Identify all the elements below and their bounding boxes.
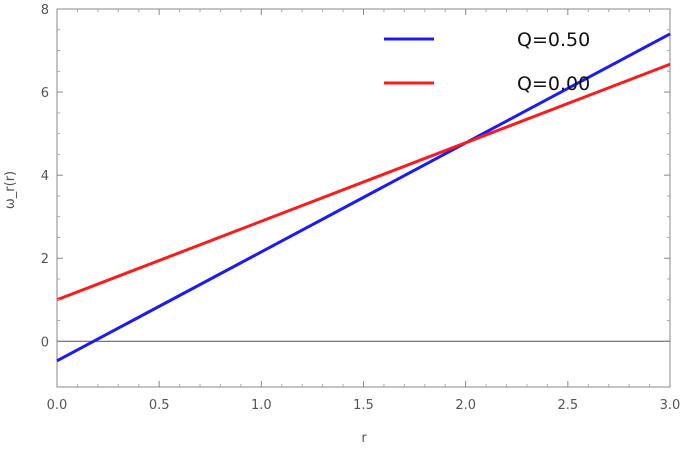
y-tick-label: 6 <box>41 86 49 101</box>
series-line-1 <box>56 32 671 363</box>
x-tick-label: 1.0 <box>251 398 272 413</box>
legend-label-1: Q=0.50 <box>517 29 590 51</box>
x-tick-label: 2.5 <box>557 398 578 413</box>
y-axis-label: ω_r(r) <box>3 171 18 209</box>
y-tick-label: 4 <box>41 169 49 184</box>
series-line-2 <box>56 62 671 302</box>
series-layer <box>56 32 671 363</box>
legend-label-2: Q=0.00 <box>517 73 590 95</box>
y-tick-label: 0 <box>41 335 49 350</box>
y-axis-ticks: 0 2 4 6 8 <box>41 3 670 350</box>
x-tick-label: 2.0 <box>455 398 476 413</box>
y-tick-label: 2 <box>41 252 49 267</box>
legend: Q=0.50 Q=0.00 <box>384 29 590 95</box>
x-tick-label: 0.5 <box>149 398 170 413</box>
x-tick-label: 3.0 <box>660 398 681 413</box>
x-axis-label: r <box>361 431 367 446</box>
x-tick-label: 1.5 <box>353 398 374 413</box>
x-tick-label: 0.0 <box>47 398 68 413</box>
x-axis-ticks: 0.0 0.5 1.0 1.5 2.0 2.5 3.0 <box>47 9 681 413</box>
y-tick-label: 8 <box>41 3 49 18</box>
